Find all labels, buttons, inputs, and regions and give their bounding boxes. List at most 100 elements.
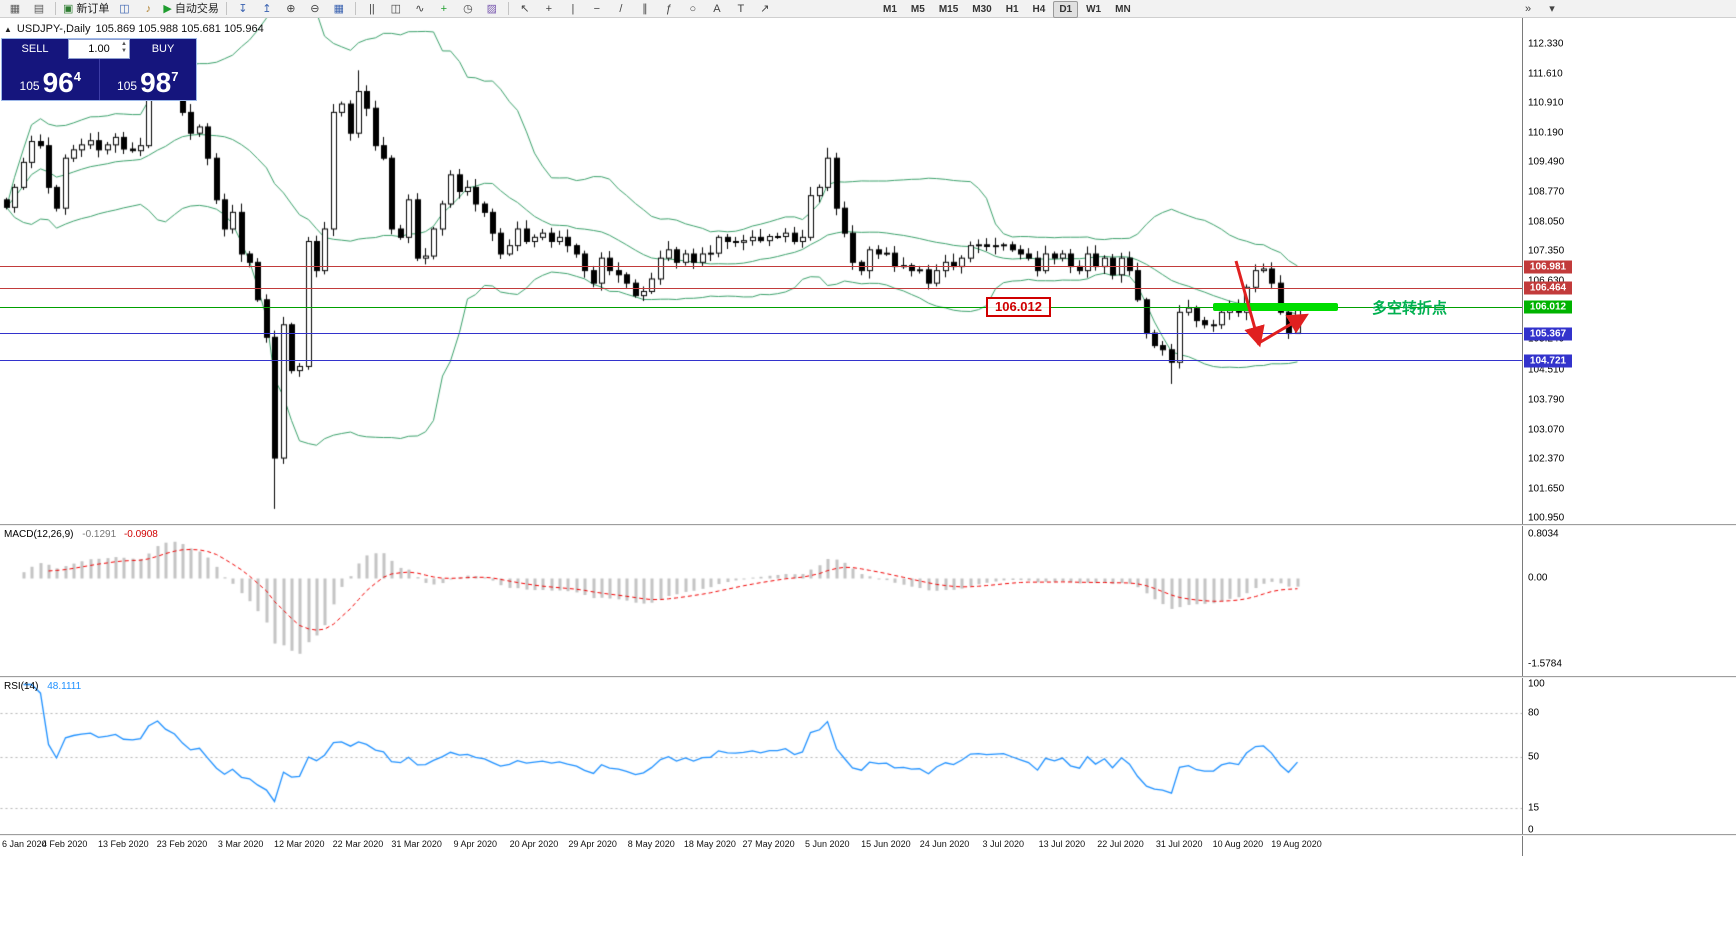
price-axis-label: 111.610	[1528, 68, 1563, 80]
rsi-axis-label: 0	[1528, 824, 1534, 836]
buy-price-pips: 98	[140, 67, 172, 98]
panel-separator[interactable]	[0, 524, 1736, 526]
price-badge: 106.981	[1524, 260, 1572, 274]
price-badge: 105.367	[1524, 327, 1572, 341]
vertical-line-icon[interactable]: |	[562, 1, 584, 17]
panel-separator[interactable]	[0, 676, 1736, 678]
spinner-up-icon[interactable]: ▲	[121, 41, 127, 47]
add-indicator-icon-glyph: +	[440, 2, 448, 15]
date-axis-label: 4 Feb 2020	[41, 839, 88, 849]
line-chart-icon-glyph: ∿	[415, 2, 425, 15]
timeframe-button-M15[interactable]: M15	[938, 4, 959, 15]
toolbar-separator	[55, 2, 56, 15]
data-window-icon[interactable]: ↥	[256, 1, 278, 17]
bar-chart-icon-glyph: ||	[369, 2, 375, 15]
label-icon[interactable]: T	[730, 1, 752, 17]
chart-window-icon[interactable]: ◫	[113, 1, 135, 17]
buy-price-button[interactable]: 105 98 7	[100, 59, 197, 100]
add-indicator-icon[interactable]: +	[433, 1, 455, 17]
horizontal-line-object[interactable]	[0, 360, 1522, 361]
timeframe-button-M30[interactable]: M30	[972, 4, 992, 15]
new-order-button[interactable]: ▣ 新订单	[61, 1, 111, 17]
text-icon[interactable]: A	[706, 1, 728, 17]
cursor-icon[interactable]: ↖	[514, 1, 536, 17]
timeframe-button-H4[interactable]: H4	[1032, 4, 1046, 15]
trendline-icon[interactable]: /	[610, 1, 632, 17]
symbol-ohlc: 105.869 105.988 105.681 105.964	[95, 23, 264, 35]
autotrade-button[interactable]: ▶ 自动交易	[161, 1, 220, 17]
toolbar-separator	[507, 2, 509, 15]
timeframe-button-D1[interactable]: D1	[1053, 1, 1079, 18]
date-axis-label: 6 Jan 2020	[2, 839, 47, 849]
price-axis-label: 100.950	[1528, 512, 1565, 524]
alerts-icon-glyph: ♪	[145, 2, 152, 15]
sell-button[interactable]: SELL	[2, 39, 68, 59]
pivot-level-bar[interactable]	[1213, 303, 1338, 311]
timeframe-toolbar: M1 M5 M15 M30 H1 H4 D1 W1 MN	[876, 1, 1138, 18]
timeframe-button-W1[interactable]: W1	[1086, 4, 1102, 15]
macd-axis-label: -1.5784	[1528, 658, 1562, 670]
fibonacci-icon[interactable]: ƒ	[658, 1, 680, 17]
indicator-list-icon[interactable]: ↧	[232, 1, 254, 17]
profiles-icon[interactable]: ▤	[28, 1, 50, 17]
macd-canvas[interactable]	[0, 526, 1522, 676]
spinner-down-icon[interactable]: ▼	[121, 48, 127, 54]
bar-chart-icon[interactable]: ||	[361, 1, 383, 17]
rsi-canvas[interactable]	[0, 678, 1522, 834]
panel-separator[interactable]	[0, 834, 1736, 836]
fibonacci-icon-glyph: ƒ	[665, 2, 672, 15]
pivot-text-label[interactable]: 多空转折点	[1372, 300, 1448, 317]
price-axis-label: 104.510	[1528, 364, 1565, 376]
alerts-icon[interactable]: ♪	[137, 1, 159, 17]
line-chart-icon[interactable]: ∿	[409, 1, 431, 17]
rsi-axis-label: 15	[1528, 802, 1540, 814]
timeframe-button-MN[interactable]: MN	[1115, 4, 1131, 15]
candlestick-chart-icon[interactable]: ◫	[385, 1, 407, 17]
buy-price-point: 7	[171, 69, 179, 84]
new-chart-icon[interactable]: ▦	[4, 1, 26, 17]
toolbar-separator	[354, 2, 356, 15]
volume-spinner[interactable]: ▲ ▼	[121, 41, 127, 55]
symbol-info: ▲ USDJPY-,Daily 105.869 105.988 105.681 …	[4, 23, 264, 35]
toolbar-overflow-icon[interactable]: »	[1524, 3, 1532, 15]
sell-price-pips: 96	[42, 67, 74, 98]
price-axis-label: 103.790	[1528, 394, 1565, 406]
horizontal-line-icon[interactable]: −	[586, 1, 608, 17]
chart-window-icon-glyph: ◫	[119, 2, 130, 15]
date-axis-label: 29 Apr 2020	[568, 839, 617, 849]
timeframe-button-M1[interactable]: M1	[883, 4, 897, 15]
sell-price-button[interactable]: 105 96 4	[2, 59, 100, 100]
macd-main-value: -0.1291	[82, 529, 117, 540]
buy-button[interactable]: BUY	[130, 39, 196, 59]
vertical-line-icon-glyph: |	[571, 2, 575, 15]
periods-icon[interactable]: ◷	[457, 1, 479, 17]
price-axis-label: 107.350	[1528, 245, 1565, 257]
tile-windows-icon[interactable]: ▦	[328, 1, 350, 17]
channel-icon[interactable]: ∥	[634, 1, 656, 17]
timeframe-button-H1[interactable]: H1	[1005, 4, 1019, 15]
price-axis-label: 109.490	[1528, 156, 1565, 168]
price-chart-canvas[interactable]	[0, 18, 1522, 524]
horizontal-line-object[interactable]	[0, 333, 1522, 334]
date-axis-label: 9 Apr 2020	[453, 839, 498, 849]
macd-signal-value: -0.0908	[123, 529, 158, 540]
price-axis-label: 106.630	[1528, 276, 1564, 287]
horizontal-line-icon-glyph: −	[593, 2, 601, 15]
timeframe-button-M5[interactable]: M5	[910, 4, 925, 15]
autotrade-button-label: 自动交易	[174, 2, 219, 15]
horizontal-line-object[interactable]	[0, 266, 1522, 267]
crosshair-icon[interactable]: +	[538, 1, 560, 17]
rsi-value: 48.1111	[47, 681, 82, 692]
volume-input[interactable]: 1.00 ▲ ▼	[68, 39, 130, 59]
shapes-icon[interactable]: ○	[682, 1, 704, 17]
zoom-in-icon[interactable]: ⊕	[280, 1, 302, 17]
horizontal-line-object[interactable]	[0, 288, 1522, 289]
horizontal-line-object[interactable]	[0, 307, 1522, 308]
arrows-icon[interactable]: ↗	[754, 1, 776, 17]
zoom-out-icon[interactable]: ⊖	[304, 1, 326, 17]
price-annotation[interactable]: 106.012	[986, 297, 1051, 317]
date-axis-label: 5 Jun 2020	[804, 839, 850, 849]
zoom-out-icon-glyph: ⊖	[310, 2, 320, 15]
toolbar-menu-icon[interactable]: ▾	[1549, 3, 1555, 15]
templates-icon[interactable]: ▨	[481, 1, 503, 17]
